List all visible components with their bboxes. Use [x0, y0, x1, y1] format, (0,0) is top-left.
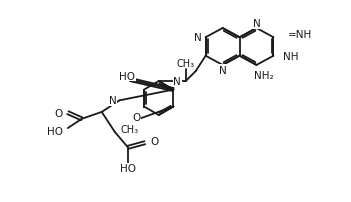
Text: N: N [219, 65, 226, 75]
Text: N: N [173, 77, 181, 87]
Text: O: O [54, 108, 62, 118]
Text: NH₂: NH₂ [254, 71, 273, 81]
Text: HO: HO [119, 71, 135, 81]
Text: =NH: =NH [288, 30, 312, 40]
Text: N: N [108, 96, 117, 106]
Text: N: N [253, 19, 261, 29]
Text: N: N [194, 33, 202, 43]
Text: HO: HO [47, 126, 63, 137]
Text: NH: NH [283, 52, 298, 61]
Text: CH₃: CH₃ [177, 58, 195, 68]
Text: HO: HO [120, 163, 136, 173]
Text: CH₃: CH₃ [120, 124, 139, 134]
Text: O: O [150, 137, 159, 146]
Text: O: O [132, 112, 140, 122]
